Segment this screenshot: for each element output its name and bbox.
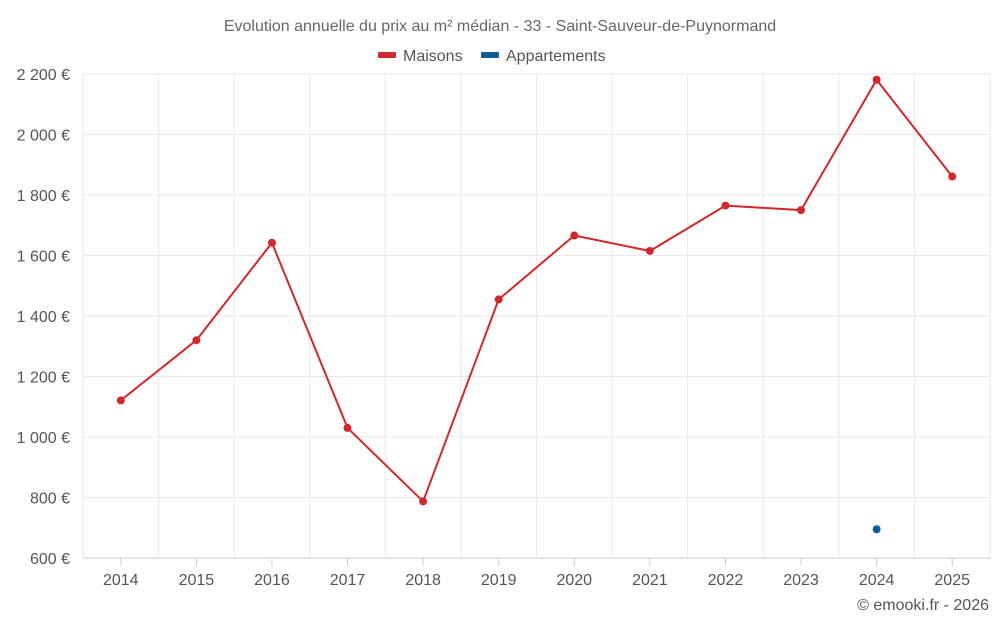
data-point-maisons-2015[interactable] [192,336,201,345]
y-tick-label: 1 600 € [17,249,70,266]
x-tick-label: 2016 [254,572,290,589]
data-point-maisons-2018[interactable] [419,497,428,506]
data-point-maisons-2022[interactable] [721,201,730,210]
y-tick-label: 1 200 € [17,370,70,387]
x-axis: 2014 2015 2016 2017 2018 2019 2020 2021 2022 2023… [103,558,970,589]
x-tick-label: 2021 [632,572,668,589]
data-point-maisons-2016[interactable] [267,238,276,247]
y-axis: 600 € 800 € 1 000 € 1 200 € 1 400 € 1 600 € 1 … [17,67,70,568]
data-point-maisons-2019[interactable] [494,295,503,304]
x-tick-label: 2014 [103,572,139,589]
chart-title: Evolution annuelle du prix au m² médian … [224,18,776,35]
x-tick-label: 2023 [783,572,819,589]
x-tick-label: 2020 [556,572,592,589]
data-point-maisons-2023[interactable] [797,206,806,215]
x-tick-label: 2017 [330,572,366,589]
legend-swatch-maisons [378,52,396,58]
y-tick-label: 2 200 € [17,67,70,84]
data-point-maisons-2025[interactable] [948,172,957,181]
credit-text: © emooki.fr - 2026 [857,597,989,614]
y-tick-label: 2 000 € [17,128,70,145]
legend-label-maisons: Maisons [403,48,463,65]
x-tick-label: 2019 [481,572,517,589]
legend-item-appartements[interactable]: Appartements [481,48,606,65]
data-point-maisons-2020[interactable] [570,231,579,240]
data-point-maisons-2017[interactable] [343,423,352,432]
x-tick-label: 2015 [179,572,215,589]
y-tick-label: 1 400 € [17,309,70,326]
series-maisons[interactable] [116,75,957,506]
series-line-maisons [120,78,953,503]
data-point-maisons-2024[interactable] [872,75,881,84]
y-tick-label: 1 000 € [17,430,70,447]
legend-item-maisons[interactable]: Maisons [378,48,463,65]
y-tick-label: 1 800 € [17,188,70,205]
legend-swatch-appartements [481,52,499,58]
y-tick-label: 800 € [30,491,70,508]
x-tick-label: 2018 [405,572,441,589]
y-tick-label: 600 € [30,551,70,568]
data-point-maisons-2014[interactable] [116,396,125,405]
data-point-appartements-2024[interactable] [872,525,881,534]
series-appartements[interactable] [872,525,881,534]
legend-label-appartements: Appartements [506,48,606,65]
x-tick-label: 2022 [708,572,744,589]
plot-area [116,75,957,534]
x-tick-label: 2025 [934,572,970,589]
gridlines [82,73,991,559]
x-tick-label: 2024 [859,572,895,589]
data-point-maisons-2021[interactable] [645,246,654,255]
legend[interactable]: Maisons Appartements [378,48,606,65]
